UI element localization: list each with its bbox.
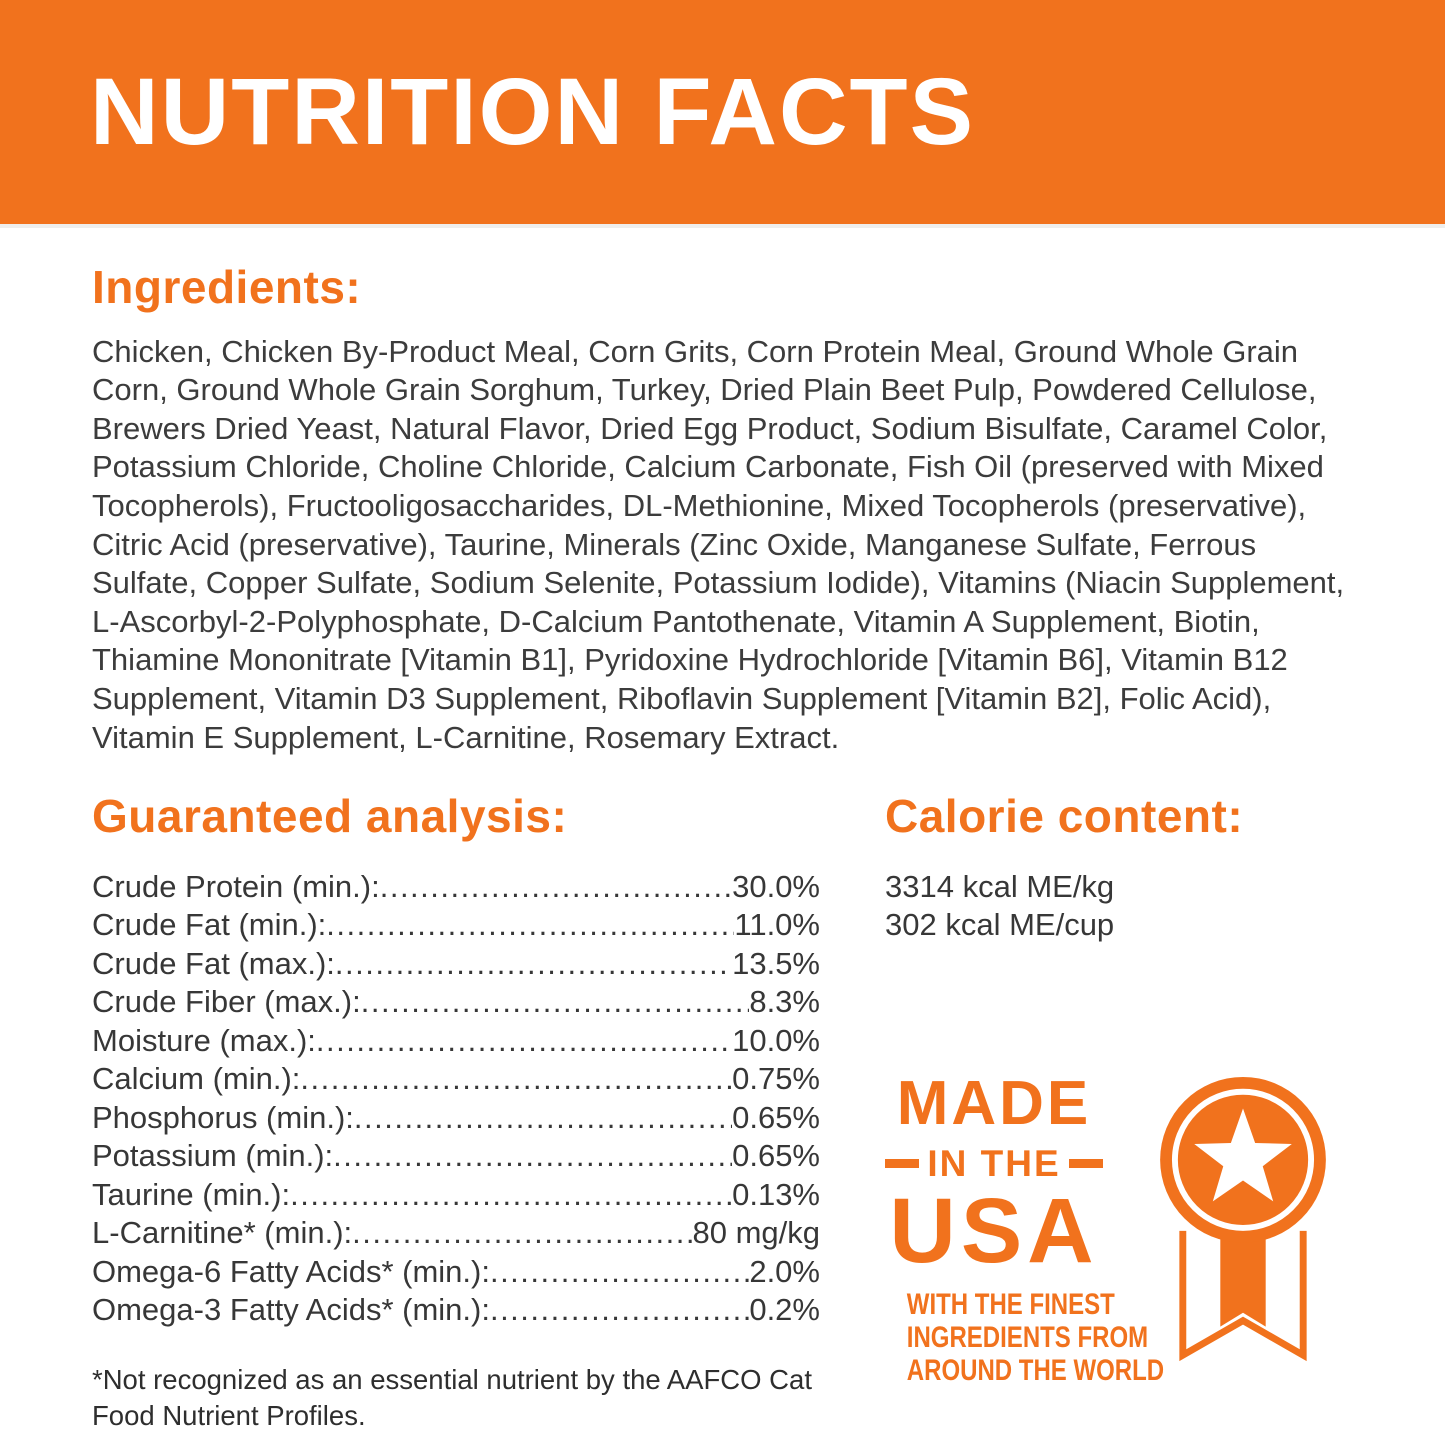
guaranteed-analysis-heading: Guaranteed analysis: — [92, 790, 568, 843]
analysis-row: Omega-3 Fatty Acids* (min.): 0.2% — [92, 1291, 820, 1330]
analysis-label: Potassium (min.): — [92, 1138, 334, 1174]
analysis-value: 8.3% — [749, 984, 820, 1020]
calorie-kcal-per-kg: 3314 kcal ME/kg — [885, 868, 1115, 904]
analysis-value: 0.2% — [749, 1292, 820, 1328]
ingredients-text: Chicken, Chicken By-Product Meal, Corn G… — [92, 333, 1345, 755]
header-banner: NUTRITION FACTS — [0, 0, 1445, 228]
dot-leader — [490, 1291, 749, 1330]
analysis-label: Crude Fiber (max.): — [92, 984, 361, 1020]
calorie-content-heading: Calorie content: — [885, 790, 1244, 843]
analysis-row: Potassium (min.): 0.65% — [92, 1137, 820, 1176]
analysis-value: 30.0% — [732, 868, 820, 904]
guaranteed-analysis-section: Guaranteed analysis: Crude Protein (min.… — [92, 791, 820, 1435]
columns: Guaranteed analysis: Crude Protein (min.… — [92, 791, 1350, 1435]
dot-leader — [326, 906, 734, 945]
analysis-row: Omega-6 Fatty Acids* (min.): 2.0% — [92, 1253, 820, 1292]
dot-leader — [333, 1137, 732, 1176]
analysis-row: L-Carnitine* (min.): 80 mg/kg — [92, 1214, 820, 1253]
dot-leader — [361, 983, 750, 1022]
analysis-row: Phosphorus (min.): 0.65% — [92, 1099, 820, 1138]
analysis-value: 11.0% — [734, 907, 820, 943]
in-the-row: IN THE — [885, 1145, 1103, 1182]
analysis-value: 0.65% — [732, 1099, 820, 1135]
analysis-label: Moisture (max.): — [92, 1022, 316, 1058]
dot-leader — [352, 1214, 692, 1253]
dot-leader — [316, 1022, 732, 1061]
analysis-label: Crude Fat (min.): — [92, 907, 327, 943]
made-label: MADE — [896, 1069, 1092, 1139]
analysis-label: Crude Fat (max.): — [92, 945, 335, 981]
dot-leader — [354, 1099, 732, 1138]
analysis-value: 80 mg/kg — [692, 1215, 820, 1251]
award-ribbon-star-icon — [1159, 1073, 1327, 1374]
tagline-line: INGREDIENTS FROM — [906, 1320, 1149, 1354]
made-in-usa-text: MADE IN THE USA WITH THE FINEST INGREDIE… — [885, 1069, 1165, 1387]
analysis-label: Omega-3 Fatty Acids* (min.): — [92, 1292, 490, 1328]
analysis-value: 0.75% — [732, 1061, 820, 1097]
analysis-label: L-Carnitine* (min.): — [92, 1215, 353, 1251]
analysis-row: Moisture (max.): 10.0% — [92, 1022, 820, 1061]
usa-label: USA — [889, 1180, 1099, 1283]
calorie-content-section: Calorie content: 3314 kcal ME/kg 302 kca… — [885, 791, 1350, 1435]
ingredients-heading: Ingredients: — [92, 261, 362, 313]
analysis-row: Crude Fat (min.): 11.0% — [92, 906, 820, 945]
dot-leader — [335, 945, 732, 984]
analysis-label: Phosphorus (min.): — [92, 1099, 354, 1135]
calorie-kcal-per-cup: 302 kcal ME/cup — [885, 907, 1115, 943]
page-title: NUTRITION FACTS — [90, 58, 975, 165]
dot-leader — [290, 1176, 732, 1215]
analysis-label: Omega-6 Fatty Acids* (min.): — [92, 1253, 490, 1289]
analysis-value: 13.5% — [732, 945, 820, 981]
dot-leader — [380, 868, 732, 907]
analysis-row: Calcium (min.): 0.75% — [92, 1060, 820, 1099]
usa-tagline: WITH THE FINEST INGREDIENTS FROM AROUND … — [906, 1287, 1165, 1387]
dot-leader — [490, 1253, 749, 1292]
guaranteed-analysis-table: Crude Protein (min.): 30.0% Crude Fat (m… — [92, 868, 820, 1330]
analysis-value: 0.65% — [732, 1138, 820, 1174]
tagline-line: AROUND THE WORLD — [906, 1353, 1165, 1387]
analysis-row: Crude Fiber (max.): 8.3% — [92, 983, 820, 1022]
analysis-value: 0.13% — [732, 1176, 820, 1212]
aafco-footnote: *Not recognized as an essential nutrient… — [92, 1363, 812, 1432]
analysis-label: Calcium (min.): — [92, 1061, 301, 1097]
analysis-row: Taurine (min.): 0.13% — [92, 1176, 820, 1215]
analysis-label: Crude Protein (min.): — [92, 868, 380, 904]
dash-left — [885, 1159, 919, 1169]
analysis-value: 2.0% — [749, 1253, 820, 1289]
analysis-label: Taurine (min.): — [92, 1176, 291, 1212]
tagline-line: WITH THE FINEST — [906, 1287, 1115, 1321]
analysis-value: 10.0% — [732, 1022, 820, 1058]
made-in-usa-badge: MADE IN THE USA WITH THE FINEST INGREDIE… — [885, 1069, 1350, 1387]
dot-leader — [300, 1060, 732, 1099]
analysis-row: Crude Fat (max.): 13.5% — [92, 945, 820, 984]
analysis-row: Crude Protein (min.): 30.0% — [92, 868, 820, 907]
dash-right — [1069, 1159, 1103, 1169]
in-the-label: IN THE — [927, 1143, 1061, 1185]
label-content: Ingredients: Chicken, Chicken By-Product… — [0, 262, 1445, 1435]
calorie-values: 3314 kcal ME/kg 302 kcal ME/cup — [885, 868, 1350, 946]
